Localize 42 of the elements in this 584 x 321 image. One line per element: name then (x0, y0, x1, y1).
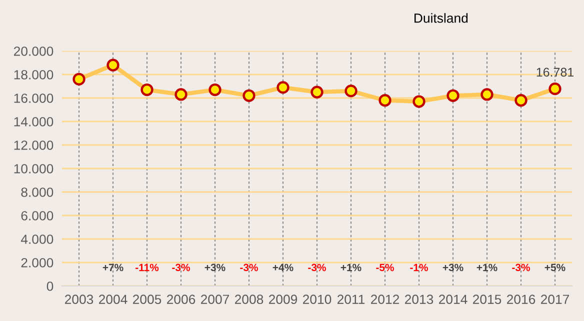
annotation: +1% (340, 264, 362, 272)
x-tick-label: 2013 (404, 294, 434, 304)
annotation: +4% (272, 264, 294, 272)
annotation: -3% (512, 264, 530, 272)
x-tick-label: 2015 (472, 294, 502, 304)
x-tick-label: 2012 (370, 294, 400, 304)
y-tick-label: 12.000 (14, 140, 54, 150)
y-tick-label: 4.000 (20, 234, 54, 244)
y-tick-label: 6.000 (21, 211, 54, 220)
y-tick-label: 18.000 (14, 70, 54, 80)
y-tick-label: 2.000 (21, 258, 54, 268)
annotation: +7% (102, 264, 124, 272)
x-tick-label: 2010 (302, 294, 332, 304)
y-tick-label: 10.000 (14, 164, 54, 174)
x-tick-label: 2007 (200, 294, 230, 304)
annotation: +5% (544, 264, 566, 272)
x-tick-label: 2005 (132, 294, 162, 304)
y-tick-label: 14.000 (14, 117, 54, 126)
y-tick-label: 16.000 (14, 94, 54, 103)
x-tick-label: 2016 (506, 294, 536, 304)
annotation: -3% (240, 264, 258, 272)
x-tick-label: 2006 (166, 294, 196, 304)
x-tick-label: 2009 (268, 294, 298, 304)
x-tick-label: 2003 (64, 294, 94, 304)
y-tick-label: 8.000 (21, 188, 54, 197)
annotation: +3% (204, 264, 226, 272)
x-tick-label: 2017 (540, 294, 570, 304)
annotation: -3% (308, 264, 326, 272)
y-tick-label: 0 (46, 282, 54, 291)
x-tick-label: 2011 (337, 294, 365, 304)
x-tick-label: 2008 (234, 294, 264, 304)
x-tick-label: 2004 (98, 294, 128, 304)
annotation: -11% (136, 264, 159, 272)
chart-title: Duitsland (414, 13, 468, 23)
annotation: -5% (376, 264, 394, 272)
annotation: +1% (476, 264, 498, 272)
annotation: -1% (410, 264, 428, 272)
data-label: 16.781 (536, 68, 574, 77)
y-tick-label: 20.000 (14, 46, 54, 56)
annotation: -3% (172, 264, 190, 272)
annotation: +3% (442, 264, 464, 272)
x-tick-label: 2014 (438, 294, 468, 304)
